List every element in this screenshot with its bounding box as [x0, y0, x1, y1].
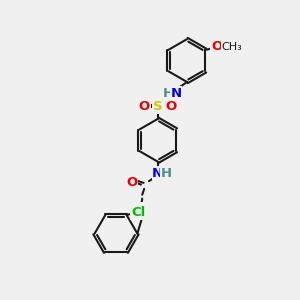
Text: O: O — [166, 100, 177, 113]
Text: H: H — [161, 167, 172, 180]
Text: CH₃: CH₃ — [221, 42, 242, 52]
Text: N: N — [171, 87, 182, 100]
Text: O: O — [126, 176, 137, 189]
Text: O: O — [139, 100, 150, 113]
Text: N: N — [152, 167, 163, 180]
Text: S: S — [153, 100, 163, 113]
Text: Cl: Cl — [131, 206, 146, 219]
Text: O: O — [212, 40, 223, 53]
Text: O: O — [135, 204, 146, 217]
Text: H: H — [163, 87, 174, 100]
